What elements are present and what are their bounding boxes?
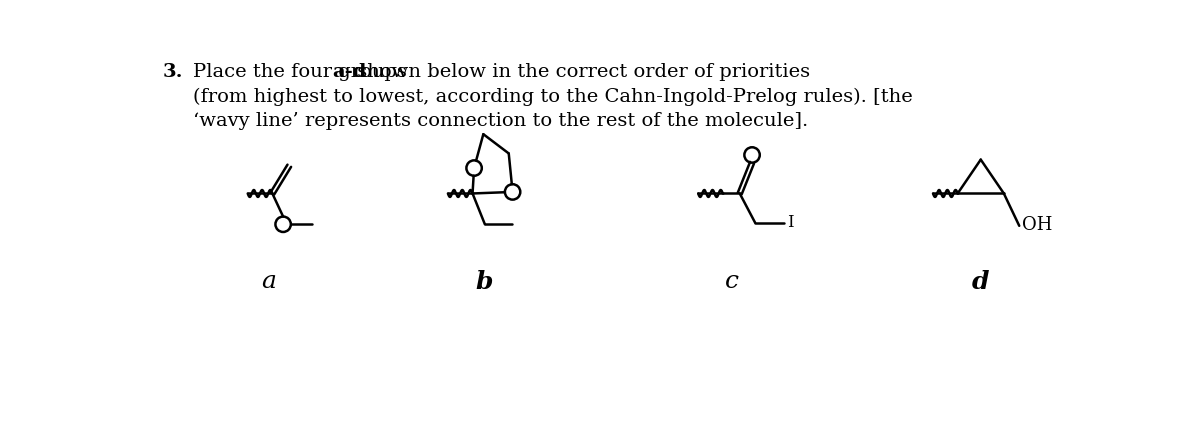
Text: Place the four groups: Place the four groups [193,64,413,81]
Text: 3.: 3. [163,64,184,81]
Text: a: a [262,271,276,293]
Text: d: d [972,271,990,294]
Text: ‘wavy line’ represents connection to the rest of the molecule].: ‘wavy line’ represents connection to the… [193,112,809,130]
Text: b: b [475,271,493,294]
Text: shown below in the correct order of priorities: shown below in the correct order of prio… [350,64,810,81]
Text: (from highest to lowest, according to the Cahn-Ingold-Prelog rules). [the: (from highest to lowest, according to th… [193,88,913,106]
Text: c: c [725,271,739,293]
Text: OH: OH [1021,216,1052,234]
Text: I: I [787,214,793,231]
Text: a-d: a-d [332,64,366,81]
